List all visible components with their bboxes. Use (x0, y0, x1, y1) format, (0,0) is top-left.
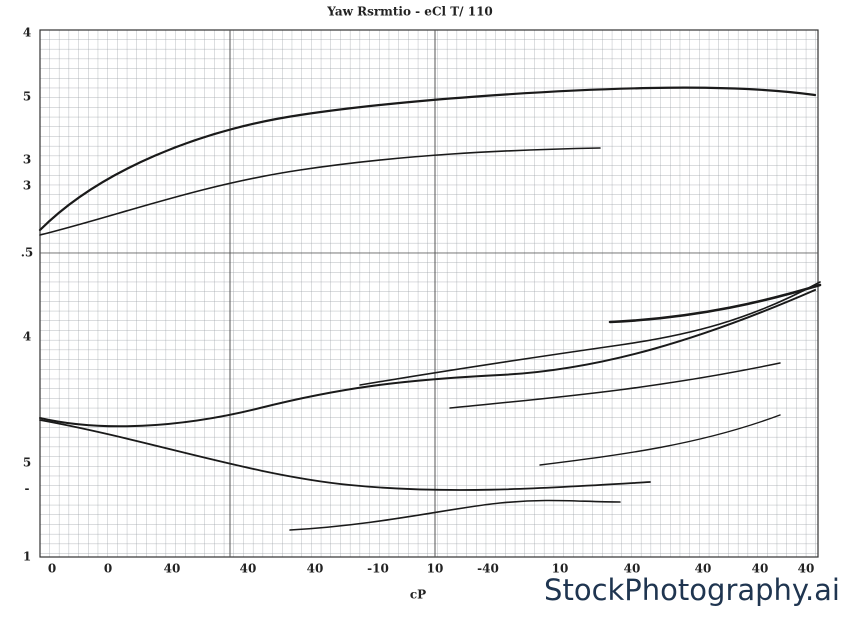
x-label: 40 (798, 562, 815, 576)
curve (449, 362, 781, 409)
y-label: 4 (23, 26, 31, 40)
curve (289, 499, 621, 531)
x-label: 0 (104, 562, 112, 576)
x-axis-label: cP (410, 588, 426, 602)
x-label: 40 (240, 562, 257, 576)
y-label: .5 (21, 246, 34, 260)
curve (608, 283, 822, 324)
x-label: 10 (552, 562, 569, 576)
y-label: 5 (23, 456, 31, 470)
watermark: StockPhotography.ai (544, 573, 840, 607)
x-label: 40 (624, 562, 641, 576)
curve (39, 147, 601, 236)
curve (39, 289, 816, 428)
y-label: 5 (23, 90, 31, 104)
x-label: 10 (427, 562, 444, 576)
title: Yaw Rsrmtio - eCl T/ 110 (326, 5, 493, 19)
curve (38, 86, 817, 232)
x-label: -40 (477, 562, 499, 576)
curve (39, 419, 651, 491)
y-label: 3 (23, 153, 31, 167)
x-labels: 0 0 40 40 40 -10 10 -40 10 40 40 40 40 (48, 562, 815, 576)
x-label: -10 (367, 562, 389, 576)
x-label: 40 (307, 562, 324, 576)
y-label: 4 (23, 330, 31, 344)
x-label: 0 (48, 562, 56, 576)
y-label: - (25, 482, 30, 496)
curves (38, 86, 822, 531)
x-label: 40 (752, 562, 769, 576)
y-label: 3 (23, 179, 31, 193)
x-label: 40 (164, 562, 181, 576)
grid (39, 29, 819, 558)
curve (359, 281, 821, 386)
curve (539, 414, 781, 466)
x-label: 40 (695, 562, 712, 576)
y-label: 1 (23, 550, 31, 564)
